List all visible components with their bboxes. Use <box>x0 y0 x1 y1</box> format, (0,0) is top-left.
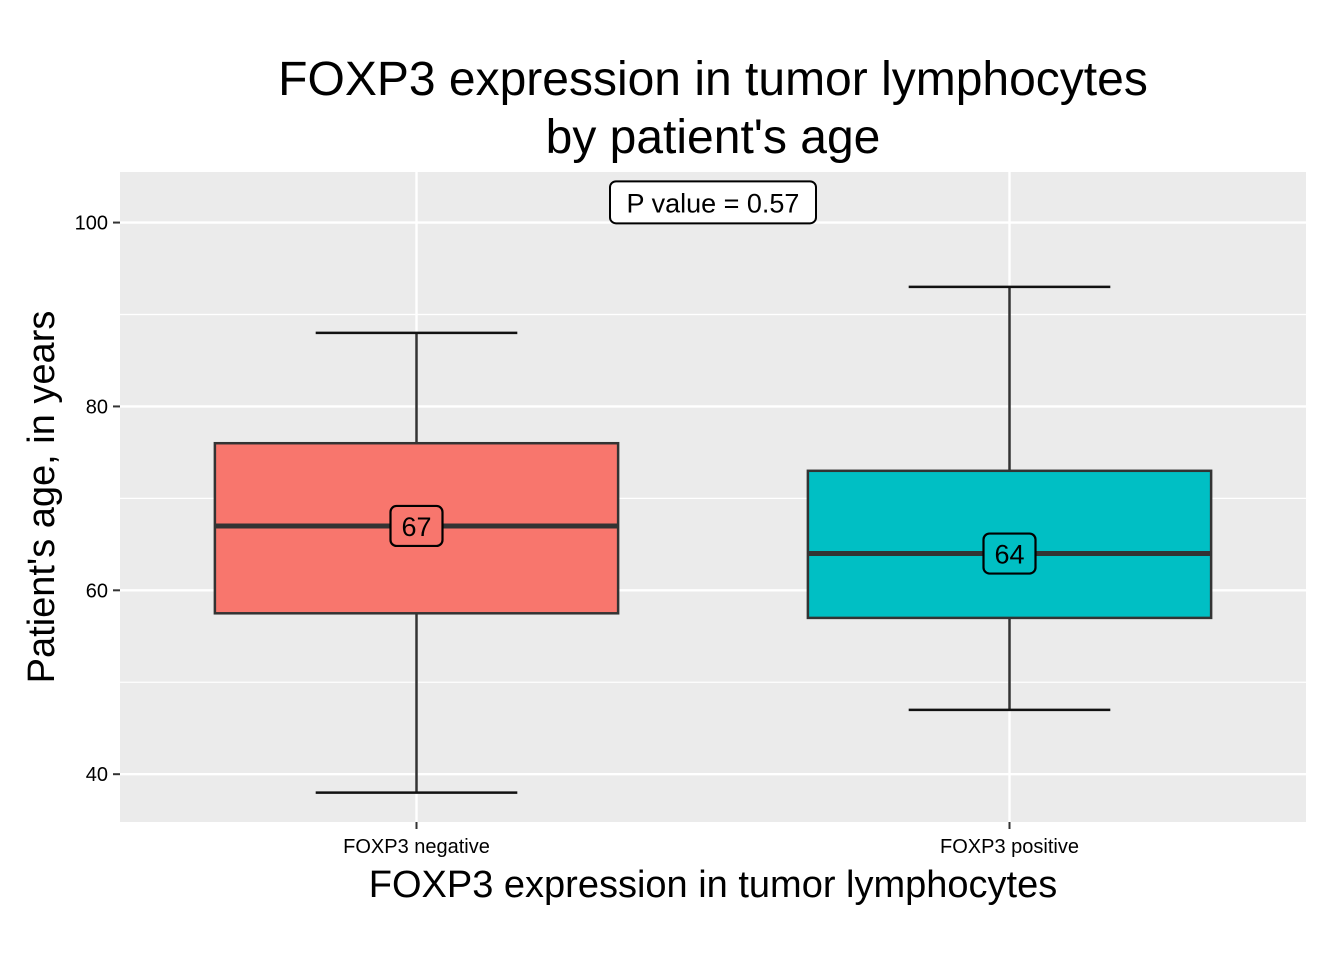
box-1: 67 <box>213 331 620 794</box>
y-tick-label: 80 <box>86 396 108 418</box>
y-axis-title: Patient's age, in years <box>21 311 63 684</box>
box-2: 64 <box>806 285 1213 712</box>
x-tick-label: FOXP3 positive <box>940 836 1079 858</box>
median-label: 64 <box>994 540 1024 570</box>
boxes-group: 67 64 <box>213 285 1213 794</box>
axes-group: 40 60 80 100 FOXP3 negative FOXP3 positive <box>75 213 1079 858</box>
median-label: 67 <box>401 512 431 542</box>
median-label-box <box>389 504 444 548</box>
p-value-box <box>609 180 817 225</box>
p-value-annotation: P value = 0.57 <box>609 180 817 225</box>
chart-title-line-2: by patient's age <box>545 111 881 164</box>
y-tick-label: 60 <box>86 580 108 602</box>
chart-title-line-1: FOXP3 expression in tumor lymphocytes <box>278 53 1148 106</box>
x-tick-label: FOXP3 negative <box>343 836 490 858</box>
x-axis-title: FOXP3 expression in tumor lymphocytes <box>369 864 1058 906</box>
median-label-box <box>982 532 1037 575</box>
y-tick-label: 100 <box>75 213 108 235</box>
y-tick-label: 40 <box>86 764 108 786</box>
p-value-label: P value = 0.57 <box>627 188 800 218</box>
